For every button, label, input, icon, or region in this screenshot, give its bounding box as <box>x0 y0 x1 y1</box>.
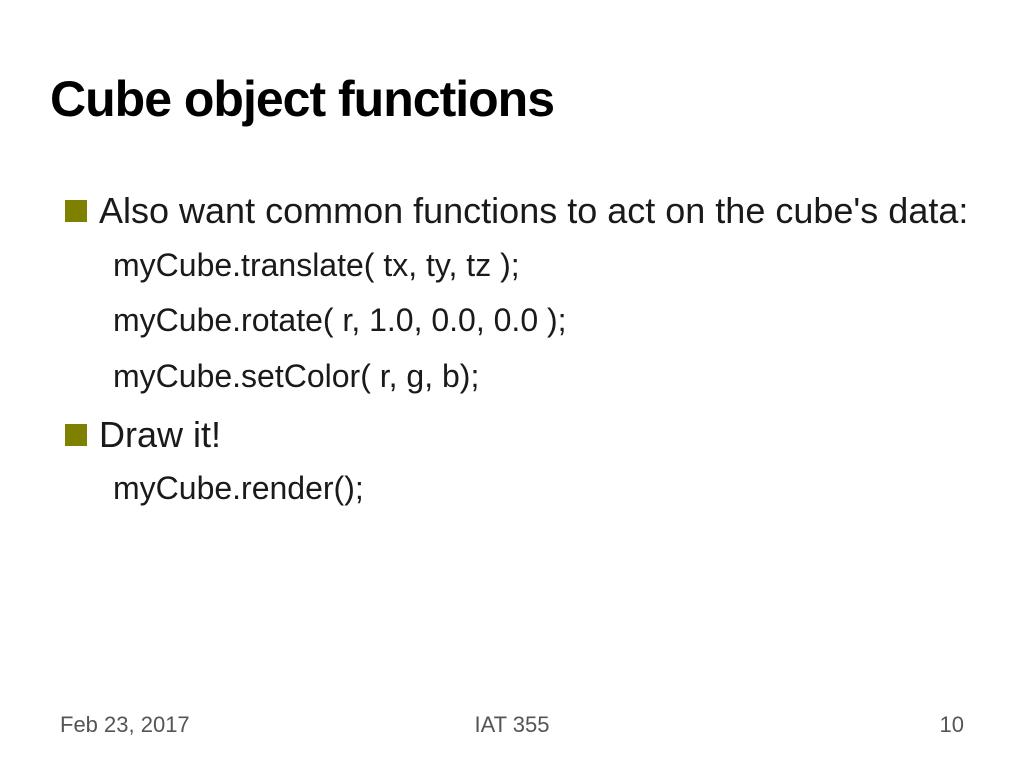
bullet-text: Draw it! <box>99 412 221 459</box>
slide-footer: Feb 23, 2017 IAT 355 10 <box>0 712 1024 738</box>
sub-item: myCube.setColor( r, g, b); <box>65 352 974 402</box>
bullet-icon <box>65 200 87 222</box>
footer-date: Feb 23, 2017 <box>60 712 190 738</box>
sub-item: myCube.translate( tx, ty, tz ); <box>65 241 974 291</box>
footer-page-number: 10 <box>940 712 964 738</box>
bullet-item: Draw it! <box>65 412 974 459</box>
bullet-text: Also want common functions to act on the… <box>99 188 968 235</box>
slide: Cube object functions Also want common f… <box>0 0 1024 768</box>
bullet-icon <box>65 424 87 446</box>
slide-content: Also want common functions to act on the… <box>50 188 974 514</box>
sub-item: myCube.rotate( r, 1.0, 0.0, 0.0 ); <box>65 296 974 346</box>
slide-title: Cube object functions <box>50 70 974 128</box>
bullet-item: Also want common functions to act on the… <box>65 188 974 235</box>
sub-item: myCube.render(); <box>65 464 974 514</box>
footer-course: IAT 355 <box>474 712 549 738</box>
